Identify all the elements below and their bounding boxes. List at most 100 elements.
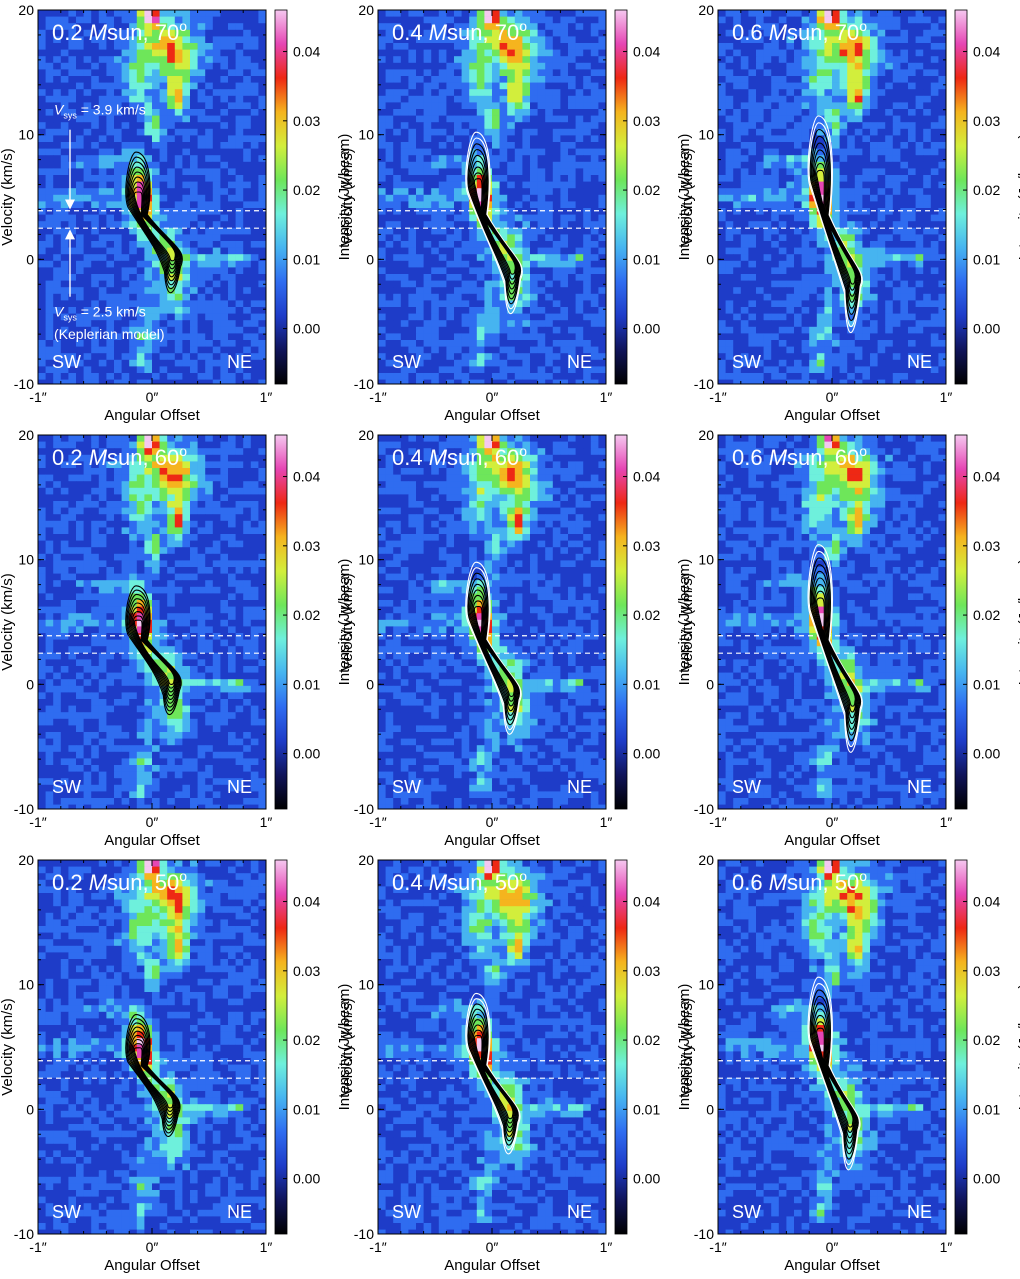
heatmap-cell bbox=[499, 340, 508, 347]
heatmap-cell bbox=[575, 260, 584, 268]
heatmap-cell bbox=[545, 69, 554, 77]
heatmap-cell bbox=[476, 260, 485, 268]
heatmap-cell bbox=[38, 247, 46, 255]
heatmap-cell bbox=[824, 62, 833, 70]
heatmap-cell bbox=[174, 221, 183, 229]
heatmap-cell bbox=[258, 36, 266, 44]
heatmap-cell bbox=[220, 194, 229, 202]
heatmap-cell bbox=[908, 227, 916, 235]
heatmap-cell bbox=[416, 49, 424, 57]
heatmap-cell bbox=[915, 214, 924, 222]
heatmap-cell bbox=[446, 373, 455, 380]
heatmap-cell bbox=[892, 221, 901, 229]
heatmap-cell bbox=[575, 168, 584, 176]
heatmap-cell bbox=[220, 188, 229, 196]
heatmap-cell bbox=[794, 181, 802, 189]
heatmap-cell bbox=[129, 142, 138, 149]
heatmap-cell bbox=[763, 227, 772, 235]
heatmap-cell bbox=[205, 142, 214, 149]
heatmap-cell bbox=[552, 82, 561, 90]
heatmap-cell bbox=[748, 188, 757, 196]
heatmap-cell bbox=[83, 234, 92, 242]
heatmap-cell bbox=[45, 346, 54, 354]
heatmap-cell bbox=[83, 23, 92, 31]
heatmap-cell bbox=[499, 36, 508, 44]
heatmap-cell bbox=[235, 168, 244, 176]
heatmap-cell bbox=[725, 161, 734, 169]
heatmap-cell bbox=[583, 102, 592, 110]
heatmap-cell bbox=[144, 300, 153, 308]
heatmap-cell bbox=[885, 247, 894, 255]
heatmap-cell bbox=[575, 247, 584, 255]
heatmap-cell bbox=[205, 36, 214, 44]
heatmap-cell bbox=[250, 300, 259, 308]
heatmap-cell bbox=[220, 23, 229, 31]
heatmap-cell bbox=[862, 135, 871, 143]
heatmap-cell bbox=[235, 82, 244, 90]
heatmap-cell bbox=[771, 43, 780, 50]
heatmap-cell bbox=[205, 201, 214, 209]
heatmap-cell bbox=[499, 29, 508, 37]
heatmap-cell bbox=[568, 194, 576, 202]
heatmap-cell bbox=[900, 267, 909, 275]
heatmap-cell bbox=[144, 320, 153, 328]
heatmap-cell bbox=[930, 16, 939, 24]
heatmap-cell bbox=[220, 76, 229, 83]
heatmap-cell bbox=[423, 326, 432, 334]
heatmap-cell bbox=[552, 353, 561, 361]
heatmap-cell bbox=[530, 247, 538, 255]
heatmap-cell bbox=[733, 161, 742, 169]
heatmap-cell bbox=[98, 267, 107, 275]
heatmap-cell bbox=[159, 49, 168, 57]
heatmap-cell bbox=[438, 280, 447, 288]
heatmap-cell bbox=[83, 346, 92, 354]
heatmap-cell bbox=[68, 241, 77, 248]
heatmap-cell bbox=[45, 16, 54, 24]
heatmap-cell bbox=[68, 260, 77, 268]
heatmap-cell bbox=[385, 23, 394, 31]
heatmap-cell bbox=[590, 135, 599, 143]
heatmap-cell bbox=[598, 340, 606, 347]
heatmap-cell bbox=[560, 76, 569, 83]
heatmap-cell bbox=[484, 109, 493, 116]
heatmap-cell bbox=[91, 148, 100, 156]
heatmap-cell bbox=[258, 76, 266, 83]
heatmap-cell bbox=[786, 82, 795, 90]
heatmap-cell bbox=[598, 76, 606, 83]
heatmap-cell bbox=[228, 280, 236, 288]
heatmap-cell bbox=[552, 10, 561, 17]
heatmap-cell bbox=[121, 346, 130, 354]
heatmap-cell bbox=[725, 16, 734, 24]
heatmap-cell bbox=[38, 109, 46, 116]
heatmap-cell bbox=[114, 260, 122, 268]
heatmap-cell bbox=[537, 353, 546, 361]
heatmap-cell bbox=[476, 366, 485, 374]
heatmap-cell bbox=[220, 36, 229, 44]
heatmap-cell bbox=[801, 241, 810, 248]
heatmap-cell bbox=[416, 227, 424, 235]
heatmap-cell bbox=[98, 359, 107, 367]
heatmap-cell bbox=[76, 29, 84, 37]
heatmap-cell bbox=[45, 379, 54, 384]
heatmap-cell bbox=[568, 128, 576, 136]
heatmap-cell bbox=[892, 135, 901, 143]
heatmap-cell bbox=[733, 36, 742, 44]
heatmap-cell bbox=[83, 155, 92, 163]
heatmap-cell bbox=[167, 56, 176, 64]
heatmap-cell bbox=[598, 36, 606, 44]
heatmap-cell bbox=[499, 62, 508, 70]
heatmap-cell bbox=[778, 155, 787, 163]
heatmap-cell bbox=[76, 320, 84, 328]
heatmap-cell bbox=[801, 23, 810, 31]
heatmap-cell bbox=[159, 142, 168, 149]
heatmap-cell bbox=[378, 274, 386, 281]
heatmap-cell bbox=[400, 194, 409, 202]
heatmap-cell bbox=[507, 260, 516, 268]
heatmap-cell bbox=[809, 221, 818, 229]
heatmap-cell bbox=[461, 221, 470, 229]
heatmap-cell bbox=[60, 76, 69, 83]
heatmap-cell bbox=[718, 208, 726, 215]
heatmap-cell bbox=[537, 29, 546, 37]
heatmap-cell bbox=[385, 274, 394, 281]
heatmap-cell bbox=[583, 353, 592, 361]
